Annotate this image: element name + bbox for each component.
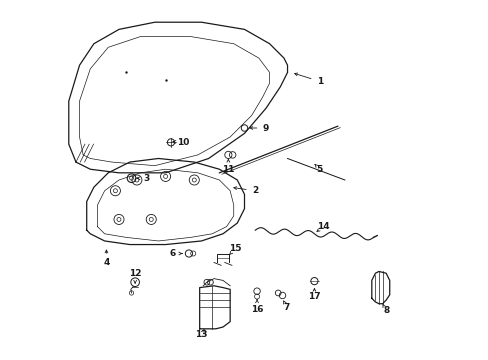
Text: 9: 9 bbox=[262, 123, 269, 132]
Text: 17: 17 bbox=[307, 292, 320, 301]
Text: 10: 10 bbox=[177, 138, 189, 147]
Text: 13: 13 bbox=[195, 330, 207, 339]
Text: 7: 7 bbox=[283, 303, 289, 312]
Text: 15: 15 bbox=[229, 244, 241, 253]
Text: 4: 4 bbox=[103, 258, 109, 267]
Text: 2: 2 bbox=[252, 186, 258, 195]
Text: 11: 11 bbox=[222, 165, 234, 174]
Text: 5: 5 bbox=[316, 165, 322, 174]
Text: 16: 16 bbox=[250, 305, 263, 314]
Text: 12: 12 bbox=[129, 269, 141, 278]
Text: 3: 3 bbox=[143, 174, 150, 183]
Text: 1: 1 bbox=[316, 77, 322, 86]
Text: 6: 6 bbox=[169, 249, 176, 258]
Text: 14: 14 bbox=[316, 222, 329, 231]
Text: 8: 8 bbox=[382, 306, 388, 315]
